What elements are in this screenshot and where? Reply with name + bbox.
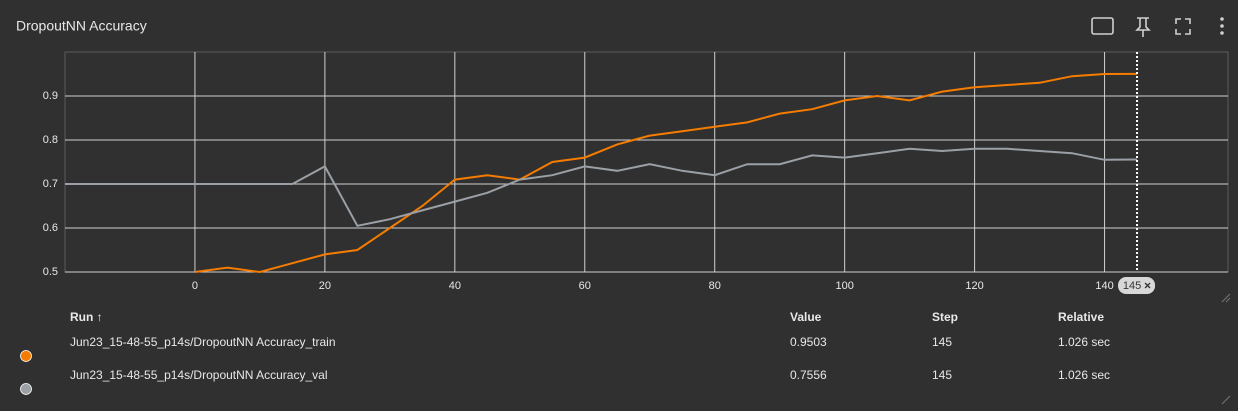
resize-handle[interactable]	[1221, 293, 1231, 303]
column-header: Step	[932, 310, 958, 324]
cursor-chip[interactable]	[1118, 277, 1156, 294]
column-header[interactable]: Run ↑	[70, 310, 103, 324]
x-tick-label: 140	[1095, 280, 1113, 292]
x-tick-label: 40	[449, 280, 461, 292]
y-tick-label: 0.7	[43, 178, 58, 190]
series-line	[194, 72, 1138, 274]
toolbar	[1091, 17, 1191, 37]
table-cell: 0.7556	[790, 368, 827, 382]
cursor-close[interactable]	[1144, 282, 1151, 289]
series-line	[65, 147, 1138, 227]
pin-icon[interactable]	[1135, 17, 1151, 37]
table-cell: 145	[932, 335, 952, 349]
table-cell: 1.026 sec	[1058, 335, 1110, 349]
chart-title: DropoutNN Accuracy	[16, 18, 147, 34]
fullscreen-icon[interactable]	[1175, 18, 1191, 35]
resize-handle[interactable]	[1221, 395, 1231, 405]
menu-icon[interactable]	[1220, 17, 1224, 35]
table: Run ↑ Value Step Relative Jun23_15-48-55_p14…	[20, 310, 1110, 395]
column-header: Value	[790, 310, 822, 324]
x-tick-label: 120	[965, 280, 983, 292]
x-tick-label: 20	[319, 280, 331, 292]
y-tick-label: 0.9	[43, 90, 58, 102]
table-cell: 145	[932, 368, 952, 382]
x-tick-label: 80	[709, 280, 721, 292]
column-header: Relative	[1058, 310, 1104, 324]
resize-handle[interactable]	[1225, 297, 1231, 303]
plot: 0.5 0.6 0.7 0.8 0.9 0 20 40 60 80 100 120 140 145	[43, 51, 1229, 294]
run-color-dot[interactable]	[20, 383, 32, 395]
table-cell: 0.9503	[790, 335, 827, 349]
y-tick-label: 0.6	[43, 222, 58, 234]
fit-icon[interactable]	[1091, 17, 1114, 35]
cursor-label: 145	[1123, 280, 1141, 292]
table-cell: Jun23_15-48-55_p14s/DropoutNN Accuracy_v…	[70, 368, 328, 382]
y-tick-label: 0.5	[43, 266, 58, 278]
x-tick-label: 60	[579, 280, 591, 292]
y-tick-label: 0.8	[43, 134, 58, 146]
run-color-dot[interactable]	[20, 350, 32, 362]
x-tick-label: 0	[192, 280, 198, 292]
x-tick-label: 100	[835, 280, 853, 292]
table-cell: Jun23_15-48-55_p14s/DropoutNN Accuracy_t…	[70, 335, 336, 349]
table-cell: 1.026 sec	[1058, 368, 1110, 382]
